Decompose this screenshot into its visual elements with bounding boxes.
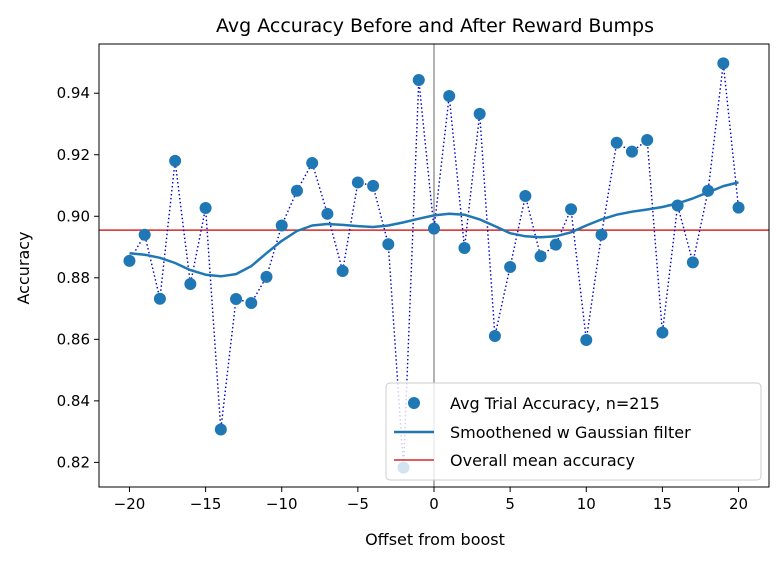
scatter-point	[245, 297, 258, 310]
y-tick-label: 0.84	[57, 392, 90, 410]
scatter-point	[686, 256, 699, 269]
legend: Avg Trial Accuracy, n=215 Smoothened w G…	[385, 382, 762, 481]
x-tick-label: 10	[577, 495, 596, 513]
scatter-point	[488, 329, 501, 342]
scatter-point	[214, 423, 227, 436]
x-tick-label: −10	[266, 495, 298, 513]
scatter-point	[580, 333, 593, 346]
scatter-point	[153, 292, 166, 305]
accuracy-dotted-line	[128, 63, 740, 468]
scatter-point	[260, 270, 273, 283]
scatter-point	[138, 228, 151, 241]
scatter-point	[306, 157, 319, 170]
y-tick-label: 0.82	[57, 453, 90, 471]
scatter-point	[169, 154, 182, 167]
legend-label-smooth: Smoothened w Gaussian filter	[450, 423, 691, 442]
scatter-point	[412, 73, 425, 86]
scatter-point	[184, 277, 197, 290]
scatter-point	[519, 189, 532, 202]
x-axis-label: Offset from boost	[365, 530, 505, 549]
scatter-point	[443, 89, 456, 102]
smoothed-line	[129, 181, 739, 278]
y-tick-label: 0.92	[57, 146, 90, 164]
y-axis-label: Accuracy	[14, 231, 33, 304]
y-tick-label: 0.90	[57, 207, 90, 225]
x-tick-label: −15	[190, 495, 222, 513]
y-tick-label: 0.94	[57, 84, 90, 102]
scatter-point	[717, 57, 730, 70]
x-tick-label: −20	[114, 495, 146, 513]
scatter-point	[275, 219, 288, 232]
scatter-point	[458, 241, 471, 254]
legend-marker-scatter	[408, 397, 420, 409]
scatter-point	[549, 238, 562, 251]
scatter-point	[321, 207, 334, 220]
y-tick-label: 0.88	[57, 269, 90, 287]
chart-title: Avg Accuracy Before and After Reward Bum…	[216, 15, 654, 37]
scatter-point	[123, 254, 136, 267]
scatter-point	[382, 238, 395, 251]
x-tick-label: 5	[505, 495, 515, 513]
scatter-point	[656, 326, 669, 339]
plot-area	[98, 43, 770, 488]
scatter-point	[504, 261, 517, 274]
y-axis: 0.82 0.84 0.86 0.88 0.90 0.92 0.94	[57, 84, 99, 471]
legend-label-mean: Overall mean accuracy	[450, 451, 635, 470]
x-axis: −20 −15 −10 −5 0 5 10 15 20	[114, 487, 748, 513]
scatter-point	[732, 201, 745, 214]
scatter-point	[473, 107, 486, 120]
scatter-point	[565, 203, 578, 216]
scatter-point	[428, 222, 440, 235]
scatter-point	[230, 293, 243, 306]
scatter-point	[534, 250, 547, 263]
x-tick-label: 0	[429, 495, 439, 513]
scatter-point	[351, 176, 364, 189]
scatter-point	[610, 136, 623, 149]
scatter-point	[595, 228, 608, 241]
x-tick-label: −5	[347, 495, 369, 513]
scatter-point	[336, 265, 349, 278]
x-tick-label: 15	[653, 495, 672, 513]
x-tick-label: 20	[729, 495, 748, 513]
scatter-point	[641, 133, 654, 146]
legend-box	[385, 382, 762, 481]
y-tick-label: 0.86	[57, 330, 90, 348]
scatter-point	[199, 201, 212, 214]
scatter-point	[367, 179, 380, 192]
scatter-point	[290, 184, 303, 197]
scatter-point	[625, 145, 638, 158]
legend-label-scatter: Avg Trial Accuracy, n=215	[450, 394, 660, 413]
